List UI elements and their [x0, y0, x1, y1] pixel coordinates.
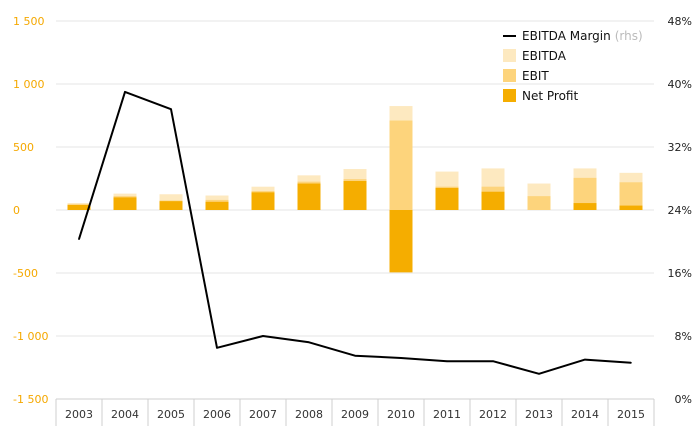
bar-net-profit — [573, 203, 597, 210]
bar-net-profit — [481, 191, 505, 210]
legend-label-ebit: EBIT — [522, 69, 549, 83]
bar-net-profit — [619, 205, 643, 210]
y-tick-label: -1 500 — [13, 393, 48, 406]
line-point — [492, 360, 494, 363]
legend-swatch-ebit — [503, 69, 516, 82]
line-point — [630, 361, 632, 364]
y-tick-label: 0 — [13, 204, 20, 217]
bar-net-profit — [113, 197, 137, 210]
bar-ebit — [527, 196, 551, 210]
line-point — [170, 108, 172, 110]
y2-tick-label: 0% — [675, 393, 692, 406]
bar-net-profit — [67, 204, 91, 210]
x-tick-label: 2014 — [571, 408, 599, 421]
bar-layer — [67, 106, 643, 273]
bar-net-profit — [389, 210, 413, 273]
line-point — [308, 341, 310, 344]
grid — [56, 20, 654, 337]
legend-swatch-net-profit — [503, 89, 516, 102]
x-tick-label: 2009 — [341, 408, 369, 421]
y2-tick-label: 32% — [668, 141, 692, 154]
x-tick-label: 2003 — [65, 408, 93, 421]
y-tick-label: -500 — [13, 267, 38, 280]
y2-tick-label: 48% — [668, 15, 692, 28]
x-tick-label: 2005 — [157, 408, 185, 421]
bar-net-profit — [205, 201, 229, 210]
legend-label-ebitda: EBITDA — [522, 49, 567, 63]
x-tick-label: 2010 — [387, 408, 415, 421]
x-tick-label: 2012 — [479, 408, 507, 421]
line-point — [78, 238, 80, 240]
bar-net-profit — [343, 181, 367, 210]
y2-tick-label: 24% — [668, 204, 692, 217]
y2-tick-label: 16% — [668, 267, 692, 280]
line-point — [446, 360, 448, 363]
line-ebitda-margin — [78, 90, 632, 375]
line-point — [262, 335, 264, 337]
y-tick-label: 1 000 — [13, 78, 45, 91]
x-tick-label: 2004 — [111, 408, 139, 421]
x-tick-label: 2008 — [295, 408, 323, 421]
line-layer — [78, 90, 632, 375]
axis-layer: 1 500 1 000 500 0 -500 -1 000 -1 500 48% 40% 32% 2… — [13, 15, 692, 426]
line-point — [584, 358, 586, 361]
legend-label-net-profit: Net Profit — [522, 89, 578, 103]
legend-label-ebitda-margin: EBITDA Margin — [522, 29, 611, 43]
line-point — [538, 373, 540, 375]
legend-note: (rhs) — [615, 29, 643, 43]
y-tick-label: 500 — [13, 141, 34, 154]
line-point — [216, 347, 218, 349]
bar-net-profit — [251, 192, 275, 210]
x-tick-label: 2007 — [249, 408, 277, 421]
x-tick-label: 2013 — [525, 408, 553, 421]
x-tick-label: 2006 — [203, 408, 231, 421]
line-point — [354, 354, 356, 357]
legend: EBITDA Margin (rhs) EBITDA EBIT Net Profit — [503, 29, 643, 103]
x-tick-label: 2011 — [433, 408, 461, 421]
legend-swatch-ebitda — [503, 49, 516, 62]
line-point — [124, 91, 126, 93]
x-tick-label: 2015 — [617, 408, 645, 421]
y-tick-label: -1 000 — [13, 330, 48, 343]
bar-net-profit — [435, 187, 459, 210]
y-tick-label: 1 500 — [13, 15, 45, 28]
line-point — [400, 357, 402, 359]
bar-ebit — [619, 182, 643, 210]
bar-ebit — [573, 177, 597, 210]
bar-net-profit — [297, 183, 321, 210]
y2-tick-label: 8% — [675, 330, 692, 343]
bar-net-profit — [159, 201, 183, 210]
y2-tick-label: 40% — [668, 78, 692, 91]
bar-ebit — [389, 120, 413, 210]
